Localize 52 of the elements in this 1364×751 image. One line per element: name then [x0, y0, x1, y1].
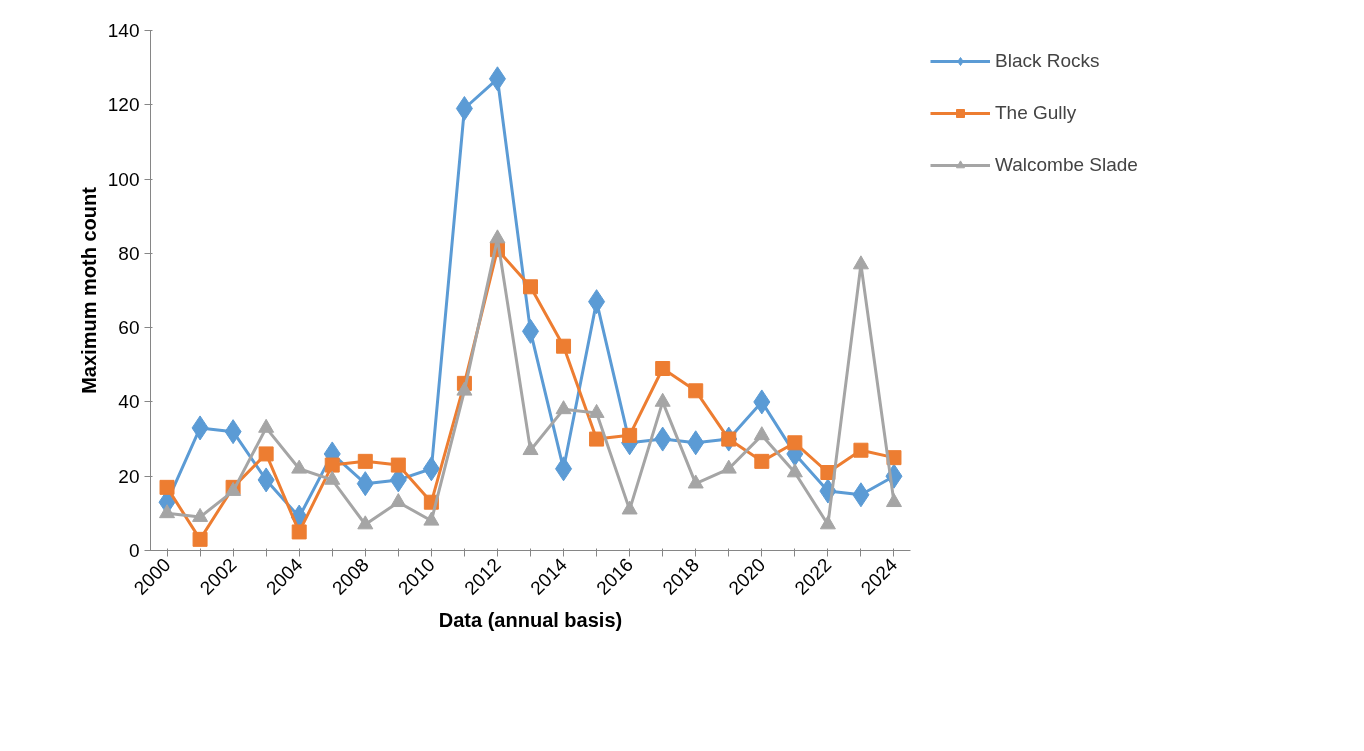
point — [324, 457, 340, 473]
point — [455, 96, 473, 121]
y-tick-label: 100 — [107, 168, 140, 190]
point — [786, 463, 803, 478]
x-axis-title: Data (annual basis) — [438, 608, 623, 631]
point — [159, 479, 175, 495]
point — [258, 418, 275, 433]
point — [357, 453, 373, 469]
point — [654, 392, 671, 407]
point — [291, 459, 308, 474]
point — [192, 531, 208, 547]
point — [754, 453, 770, 469]
y-tick-label: 60 — [118, 317, 140, 339]
point — [621, 500, 638, 515]
point — [159, 504, 176, 519]
point — [258, 446, 274, 462]
y-tick-label: 140 — [107, 20, 140, 41]
point — [357, 515, 374, 530]
point — [192, 507, 209, 522]
point — [522, 441, 539, 456]
point — [687, 474, 704, 489]
y-tick-label: 0 — [128, 540, 140, 561]
point — [753, 426, 770, 441]
legend-label: The Gully — [995, 102, 1077, 124]
y-tick-label: 120 — [107, 94, 140, 116]
point — [390, 493, 407, 508]
point — [688, 383, 704, 399]
point — [589, 431, 605, 447]
y-tick-label: 80 — [118, 242, 140, 264]
legend-label: Black Rocks — [995, 50, 1100, 72]
point — [390, 457, 406, 473]
point — [720, 459, 737, 474]
point — [819, 515, 836, 530]
point — [885, 493, 902, 508]
point — [456, 381, 473, 396]
point — [853, 442, 869, 458]
point — [852, 255, 869, 270]
point — [523, 279, 538, 295]
point — [555, 400, 572, 415]
point — [423, 511, 440, 526]
point — [622, 427, 638, 443]
point — [291, 524, 307, 540]
y-axis-title: Maximum moth count — [77, 186, 100, 394]
legend-label: Walcombe Slade — [995, 154, 1138, 176]
point — [655, 361, 671, 376]
y-tick-label: 20 — [118, 465, 140, 487]
point — [787, 435, 803, 451]
point — [588, 403, 605, 418]
point — [556, 338, 572, 354]
y-tick-label: 40 — [118, 391, 140, 413]
point — [489, 229, 506, 244]
point — [324, 470, 341, 485]
